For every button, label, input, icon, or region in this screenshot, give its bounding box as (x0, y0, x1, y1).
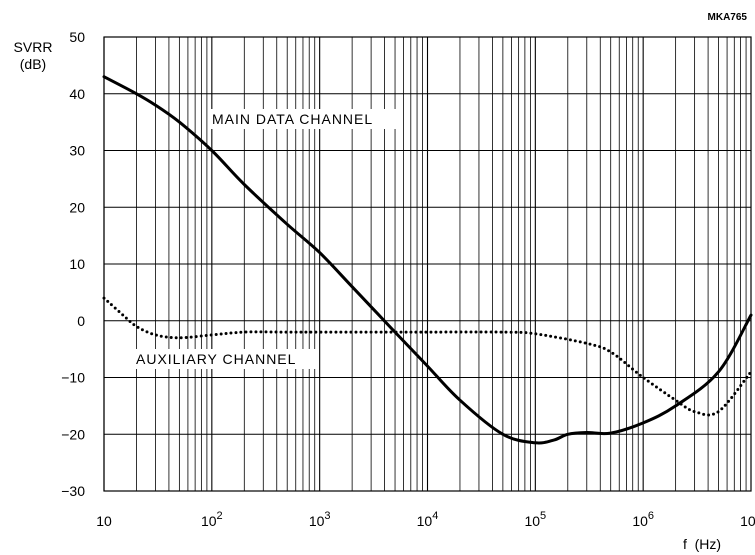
plot-frame (103, 36, 752, 492)
main-data-channel-line (102, 75, 753, 445)
series-label-background (133, 349, 319, 369)
auxiliary-channel-label: AUXILIARY CHANNEL (136, 351, 296, 367)
y-tick-labels: 50 40 30 20 10 0 −10 −20 −30 (61, 29, 85, 499)
x-tick-label: 10 (96, 513, 112, 529)
grid-lines (103, 36, 751, 492)
auxiliary-channel-line (102, 296, 753, 417)
x-axis-label: f (Hz) (683, 536, 721, 552)
y-tick-label: 10 (69, 256, 85, 272)
y-tick-label: 0 (77, 313, 85, 329)
figure-code: MKA765 (708, 12, 748, 23)
y-tick-label: 20 (69, 199, 85, 215)
x-tick-label: 104 (417, 510, 439, 529)
series-labels: MAIN DATA CHANNEL AUXILIARY CHANNEL (133, 109, 401, 369)
y-tick-label: 30 (69, 143, 85, 159)
y-tick-label: −10 (61, 370, 85, 386)
x-tick-label: 102 (201, 510, 223, 529)
y-axis-label-line2: (dB) (20, 56, 46, 72)
y-tick-label: −20 (61, 426, 85, 442)
series-label-background (209, 109, 401, 129)
series-curves (102, 75, 753, 445)
x-tick-labels: 10 102 103 104 105 106 107 (96, 510, 755, 529)
y-tick-label: 50 (69, 29, 85, 45)
main-data-channel-label: MAIN DATA CHANNEL (212, 111, 373, 127)
x-tick-label: 106 (632, 510, 654, 529)
x-tick-label: 103 (309, 510, 331, 529)
y-tick-label: −30 (61, 483, 85, 499)
y-axis-label-line1: SVRR (14, 39, 53, 55)
x-tick-label: 105 (524, 510, 546, 529)
y-tick-label: 40 (69, 86, 85, 102)
x-tick-label: 107 (740, 510, 755, 529)
